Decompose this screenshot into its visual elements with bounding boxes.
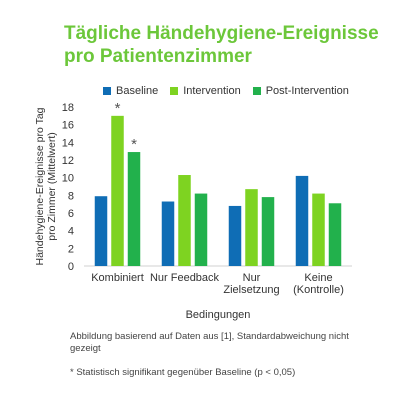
y-tick-label: 18 bbox=[62, 102, 74, 114]
bar-post-intervention bbox=[261, 197, 275, 266]
title-line-1: Tägliche Händehygiene-Ereignisse bbox=[64, 23, 379, 44]
legend-label-baseline: Baseline bbox=[116, 85, 159, 97]
y-axis-label: Händehygiene-Ereignisse pro Tagpro Zimme… bbox=[34, 107, 58, 265]
bar-baseline bbox=[295, 175, 309, 266]
category-label: Kombiniert bbox=[91, 272, 144, 284]
category-label: Nur Feedback bbox=[150, 272, 220, 284]
bar-intervention bbox=[312, 193, 325, 266]
y-tick-label: 0 bbox=[68, 261, 74, 273]
category-label: Keine (Kontrolle) bbox=[293, 272, 344, 296]
y-tick-label: 14 bbox=[62, 137, 74, 149]
category-label: Nur Zielsetzung bbox=[223, 272, 279, 296]
bar-intervention bbox=[245, 189, 258, 266]
footnote-source: Abbildung basierend auf Daten aus [1], S… bbox=[70, 331, 349, 354]
y-tick-label: 10 bbox=[62, 173, 74, 185]
legend-swatch-intervention bbox=[170, 87, 179, 95]
bar-baseline bbox=[228, 205, 242, 266]
legend-label-intervention: Intervention bbox=[183, 85, 241, 97]
y-tick-label: 8 bbox=[68, 190, 74, 202]
y-tick-label: 16 bbox=[62, 120, 74, 132]
legend-item-intervention: Intervention bbox=[170, 85, 241, 97]
title-line-2: pro Patientenzimmer bbox=[64, 46, 252, 67]
legend-item-post-intervention: Post-Intervention bbox=[252, 85, 349, 97]
legend-swatch-baseline bbox=[103, 87, 111, 95]
y-tick-label: 2 bbox=[68, 243, 74, 255]
bar-baseline bbox=[94, 196, 108, 266]
y-tick-label: 6 bbox=[68, 208, 74, 220]
legend-swatch-post-intervention bbox=[252, 87, 261, 95]
bar-chart: 0 2 4 6 8 10 12 14 16 18 Händehygiene-Ereignisse p… bbox=[34, 100, 352, 321]
y-tick-label: 12 bbox=[62, 155, 74, 167]
bar-post-intervention bbox=[127, 152, 141, 266]
bar-intervention bbox=[111, 115, 124, 266]
chart-title: Tägliche Händehygiene-Ereignisse pro Pat… bbox=[64, 22, 404, 68]
legend: Baseline Intervention Post-Intervention bbox=[103, 84, 361, 98]
significance-marker: * bbox=[131, 136, 137, 153]
x-axis-label: Bedingungen bbox=[186, 309, 251, 321]
legend-label-post-intervention: Post-Intervention bbox=[265, 85, 349, 97]
bar-post-intervention bbox=[194, 193, 208, 266]
y-tick-label: 4 bbox=[68, 226, 74, 238]
bar-intervention bbox=[178, 175, 191, 266]
bar-post-intervention bbox=[328, 203, 342, 266]
legend-item-baseline: Baseline bbox=[103, 85, 158, 97]
significance-marker: * bbox=[115, 100, 121, 117]
bar-baseline bbox=[161, 201, 175, 266]
footnote-significance: * Statistisch signifikant gegenüber Base… bbox=[70, 367, 296, 378]
